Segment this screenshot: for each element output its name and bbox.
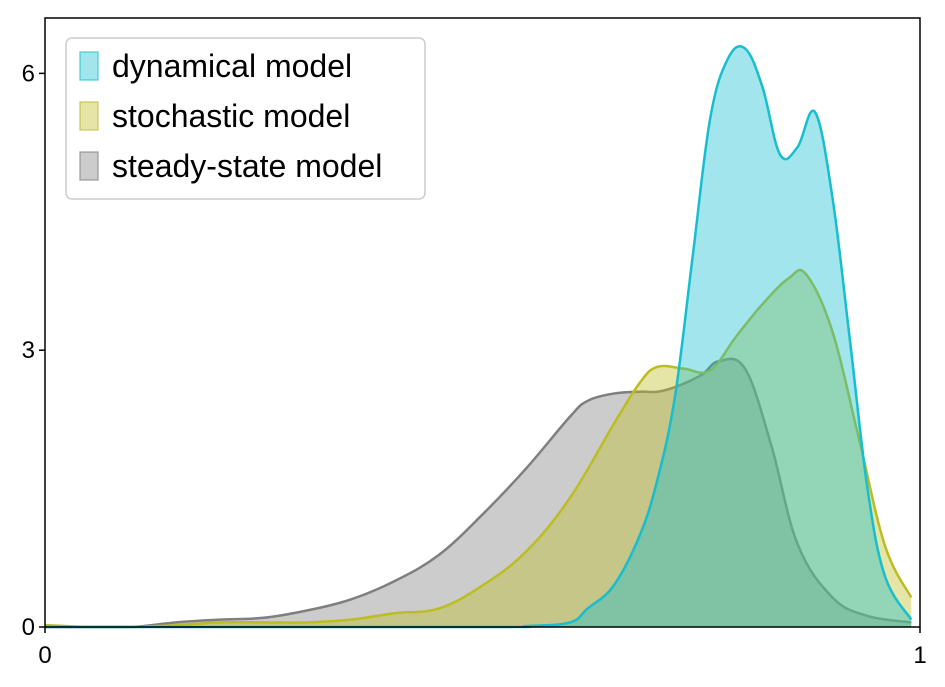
dynamical-model-legend-label: dynamical model — [112, 48, 352, 84]
legend: dynamical model stochastic model steady-st… — [65, 37, 426, 200]
x-tick-label: 0 — [38, 642, 51, 669]
legend-box — [65, 37, 426, 200]
steady-state-model-legend-swatch — [79, 151, 99, 181]
dynamical-model-line — [45, 45, 913, 629]
dynamical-model-area — [45, 46, 912, 628]
series-layer — [44, 45, 913, 629]
stochastic-model-legend-label: stochastic model — [112, 98, 350, 134]
y-tick-label: 3 — [22, 337, 35, 364]
y-tick-label: 0 — [22, 614, 35, 641]
steady-state-model-line — [45, 357, 912, 629]
x-tick-label: 1 — [913, 642, 926, 669]
y-tick-label: 6 — [22, 60, 35, 87]
dynamical-model-legend-swatch — [79, 51, 99, 81]
stochastic-model-area — [45, 270, 912, 627]
axes-layer: 0 3 6 0 1 — [22, 17, 927, 669]
plot-frame — [44, 17, 921, 628]
steady-state-model-area — [45, 358, 912, 627]
stochastic-model-legend-swatch — [79, 101, 99, 131]
steady-state-model-legend-label: steady-state model — [112, 148, 382, 184]
stochastic-model-line — [44, 268, 913, 629]
